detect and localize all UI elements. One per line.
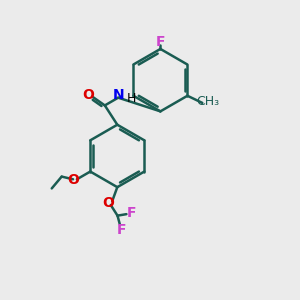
Text: F: F [127, 206, 136, 220]
Text: F: F [156, 35, 165, 50]
Text: O: O [82, 88, 94, 102]
Text: N: N [113, 88, 124, 102]
Text: F: F [117, 223, 126, 237]
Text: O: O [67, 173, 79, 187]
Text: CH₃: CH₃ [196, 94, 219, 108]
Text: O: O [102, 196, 114, 210]
Text: H: H [127, 92, 136, 105]
